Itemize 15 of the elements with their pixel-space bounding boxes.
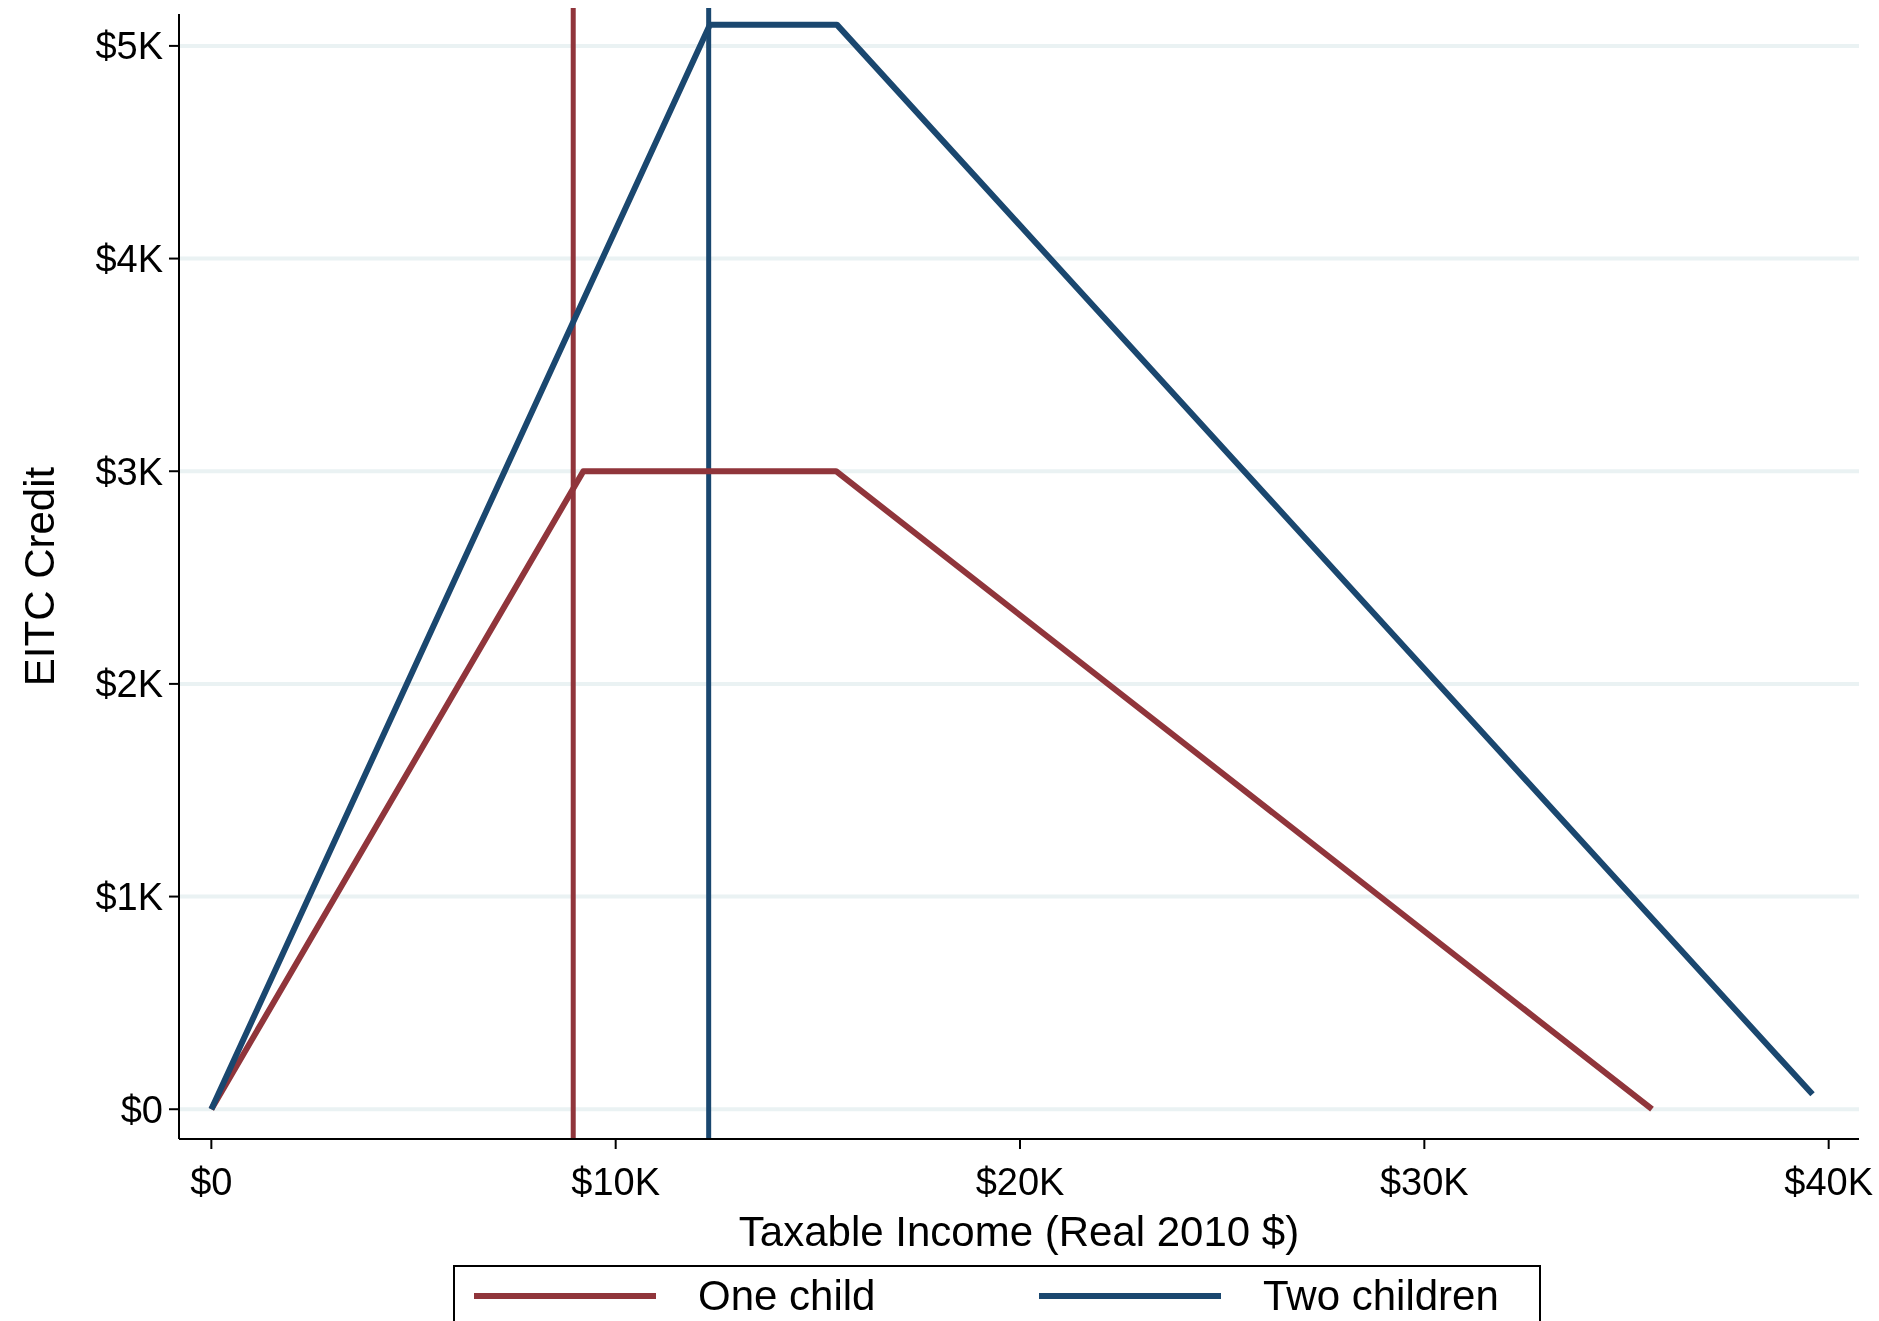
y-tick-label: $5K bbox=[95, 25, 163, 68]
x-tick-label: $40K bbox=[1784, 1161, 1874, 1203]
y-axis-title: EITC Credit bbox=[16, 466, 63, 687]
legend-label: Two children bbox=[1263, 1272, 1499, 1319]
y-tick-label: $0 bbox=[120, 1088, 163, 1131]
y-tick-label: $1K bbox=[95, 875, 163, 918]
x-axis-title: Taxable Income (Real 2010 $) bbox=[738, 1208, 1300, 1255]
x-tick-label: $20K bbox=[975, 1161, 1065, 1203]
legend-label: One child bbox=[698, 1272, 876, 1319]
x-tick-label: $0 bbox=[190, 1161, 233, 1203]
x-tick-label: $30K bbox=[1379, 1161, 1469, 1203]
y-tick-label: $3K bbox=[95, 450, 163, 493]
y-tick-label: $4K bbox=[95, 237, 163, 280]
x-tick-label: $10K bbox=[571, 1161, 661, 1203]
y-tick-label: $2K bbox=[95, 663, 163, 706]
